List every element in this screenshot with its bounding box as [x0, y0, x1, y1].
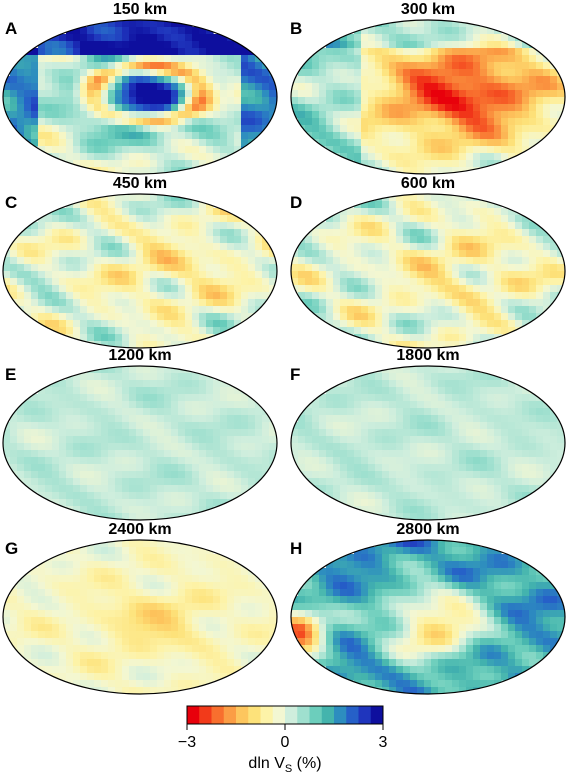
mollweide-map	[290, 539, 566, 695]
panel-depth-title: 2400 km	[108, 521, 172, 538]
panel-letter: C	[5, 193, 18, 212]
colorbar-swatch	[187, 706, 200, 724]
map-border	[2, 193, 278, 349]
colorbar-swatch	[285, 706, 298, 724]
colorbar: −3 0 3 dln VS (%)	[170, 700, 400, 778]
colorbar-swatch	[211, 706, 225, 724]
colorbar-swatch	[248, 706, 261, 724]
colorbar-swatch	[334, 706, 347, 724]
panel-letter: F	[290, 365, 301, 384]
map-border	[290, 193, 566, 349]
panel-letter: E	[5, 365, 17, 384]
map-border	[290, 365, 566, 521]
panel-depth-title: 2800 km	[396, 521, 460, 538]
mollweide-map	[290, 365, 566, 521]
colorbar-axis-label: dln VS (%)	[248, 755, 322, 776]
panel-depth-title: 300 km	[400, 1, 456, 18]
colorbar-scale	[186, 705, 384, 730]
coastlines	[6, 370, 261, 515]
colorbar-swatch	[260, 706, 274, 724]
map-border	[2, 539, 278, 695]
map-border	[2, 365, 278, 521]
colorbar-swatch	[223, 706, 237, 724]
colorbar-swatch	[358, 706, 372, 724]
colorbar-max-label: 3	[378, 734, 388, 751]
colorbar-swatch	[236, 706, 249, 724]
colorbar-mid-label: 0	[280, 734, 290, 751]
map-border	[290, 539, 566, 695]
colorbar-swatch	[199, 706, 212, 724]
mollweide-map	[2, 19, 278, 175]
map-border	[290, 19, 566, 175]
panel-letter: B	[290, 19, 303, 38]
colorbar-swatch	[309, 706, 323, 724]
panel-depth-title: 600 km	[400, 175, 456, 192]
colorbar-swatch	[370, 706, 384, 724]
mollweide-map	[290, 19, 566, 175]
panel-letter: A	[5, 19, 18, 38]
map-border	[2, 19, 278, 175]
mollweide-map	[2, 193, 278, 349]
panel-letter: H	[290, 539, 303, 558]
colorbar-swatch	[346, 706, 359, 724]
colorbar-swatch	[297, 706, 310, 724]
panel-depth-title: 150 km	[112, 1, 168, 18]
panel-depth-title: 1800 km	[396, 347, 460, 364]
panel-letter: G	[5, 539, 19, 558]
panel-letter: D	[290, 193, 303, 212]
colorbar-min-label: −3	[177, 734, 197, 751]
mollweide-map	[2, 539, 278, 695]
colorbar-swatch	[272, 706, 286, 724]
panel-depth-title: 450 km	[112, 175, 168, 192]
panel-depth-title: 1200 km	[108, 347, 172, 364]
mollweide-map	[2, 365, 278, 521]
coastlines	[6, 198, 261, 343]
colorbar-swatch	[321, 706, 335, 724]
mollweide-map	[290, 193, 566, 349]
